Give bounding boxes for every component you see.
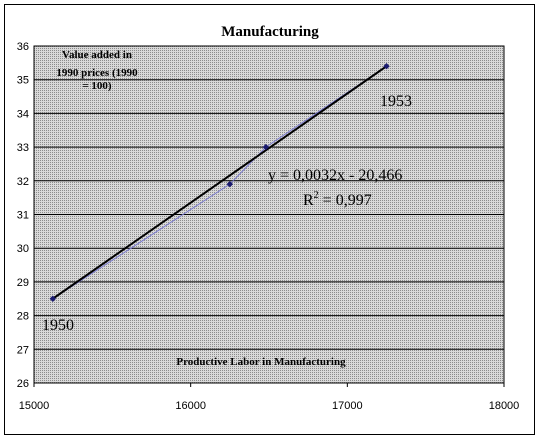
data-point-marker	[226, 180, 234, 188]
y-axis-label-line-2: 1990 prices (1990	[56, 67, 138, 79]
y-tick-label: 36	[17, 41, 29, 53]
point-label-1953: 1953	[380, 93, 412, 110]
x-axis-label: Productive Labor in Manufacturing	[176, 356, 346, 368]
y-tick-label: 35	[17, 75, 29, 87]
chart-title: Manufacturing	[221, 24, 319, 40]
y-axis-ticks: 26 27 28 29 30 31 32 33 34 35 36	[17, 41, 29, 390]
y-tick-label: 32	[17, 176, 29, 188]
x-tick-label: 16000	[175, 400, 206, 412]
series	[49, 63, 390, 302]
y-tick-label: 34	[17, 108, 29, 120]
y-axis-label-line-3: = 100)	[82, 80, 112, 92]
y-tick-label: 31	[17, 210, 29, 222]
data-point-marker	[49, 295, 56, 302]
data-point-marker	[383, 63, 390, 70]
y-tick-label: 33	[17, 142, 29, 154]
grid-lines	[34, 45, 504, 384]
trendline-equation: y = 0,0032x - 20,466	[268, 167, 402, 184]
y-axis-label: Value added in 1990 prices (1990 = 100)	[56, 49, 138, 92]
x-tick-label: 15000	[19, 400, 50, 412]
point-label-1950: 1950	[42, 317, 74, 334]
y-axis-label-line-1: Value added in	[62, 49, 132, 61]
x-tick-label: 17000	[332, 400, 363, 412]
x-axis-ticks: 15000 16000 17000 18000	[19, 383, 520, 412]
x-tick-label: 18000	[489, 400, 520, 412]
y-tick-label: 30	[17, 243, 29, 255]
y-tick-label: 29	[17, 277, 29, 289]
r-squared-label: R2 = 0,997	[303, 190, 372, 209]
series-connector-line	[52, 65, 387, 300]
trendline	[52, 65, 388, 300]
y-tick-label: 27	[17, 344, 29, 356]
y-tick-label: 28	[17, 311, 29, 323]
data-point-marker	[262, 143, 270, 151]
y-tick-label: 26	[17, 378, 29, 390]
